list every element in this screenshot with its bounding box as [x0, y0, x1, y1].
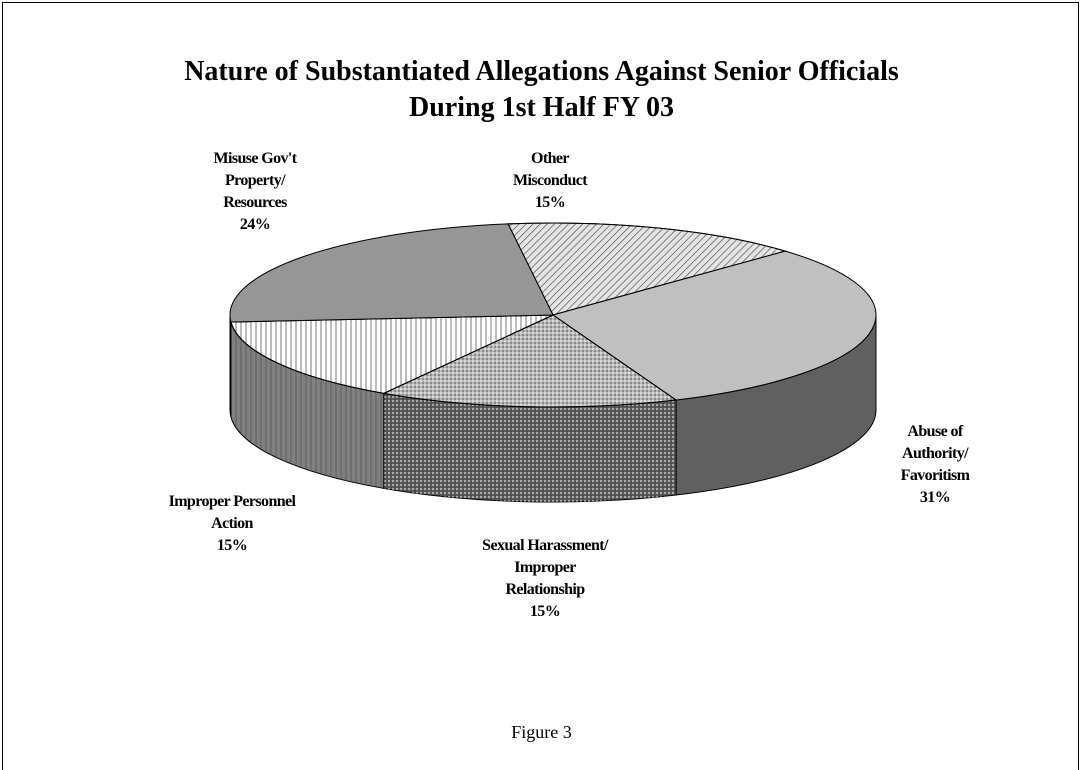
slice — [551, 250, 877, 401]
category-label: Misuse Gov't Property/ Resources — [213, 150, 297, 211]
slice-side-texture — [383, 393, 677, 502]
chart-title: Nature of Substantiated Allegations Agai… — [184, 56, 899, 123]
slice-label: Other Misconduct 15% — [430, 148, 670, 214]
slice-side — [229, 314, 232, 418]
value-label: 31% — [919, 489, 951, 506]
caption: Figure 3 — [511, 722, 572, 742]
category-label: Improper Personnel Action — [168, 493, 296, 532]
slice-texture — [507, 222, 788, 316]
value-label: 15% — [529, 603, 561, 620]
category-label: Other Misconduct — [512, 150, 588, 189]
slice-texture — [382, 314, 678, 408]
slice-label: Sexual Harassment/ Improper Relationship… — [425, 535, 665, 623]
slice-label: Misuse Gov't Property/ Resources 24% — [135, 148, 375, 236]
slice-label: Improper Personnel Action 15% — [112, 491, 352, 557]
slice-label: Abuse of Authority/ Favoritism 31% — [815, 421, 1055, 509]
category-label: Abuse of Authority/ Favoritism — [900, 423, 970, 484]
category-label: Sexual Harassment/ Improper Relationship — [482, 537, 608, 598]
value-label: 15% — [534, 194, 566, 211]
value-label: 24% — [239, 216, 271, 233]
value-label: 15% — [216, 537, 248, 554]
slice-side-texture — [230, 322, 384, 489]
slice — [229, 223, 554, 323]
slice-texture — [230, 314, 554, 394]
